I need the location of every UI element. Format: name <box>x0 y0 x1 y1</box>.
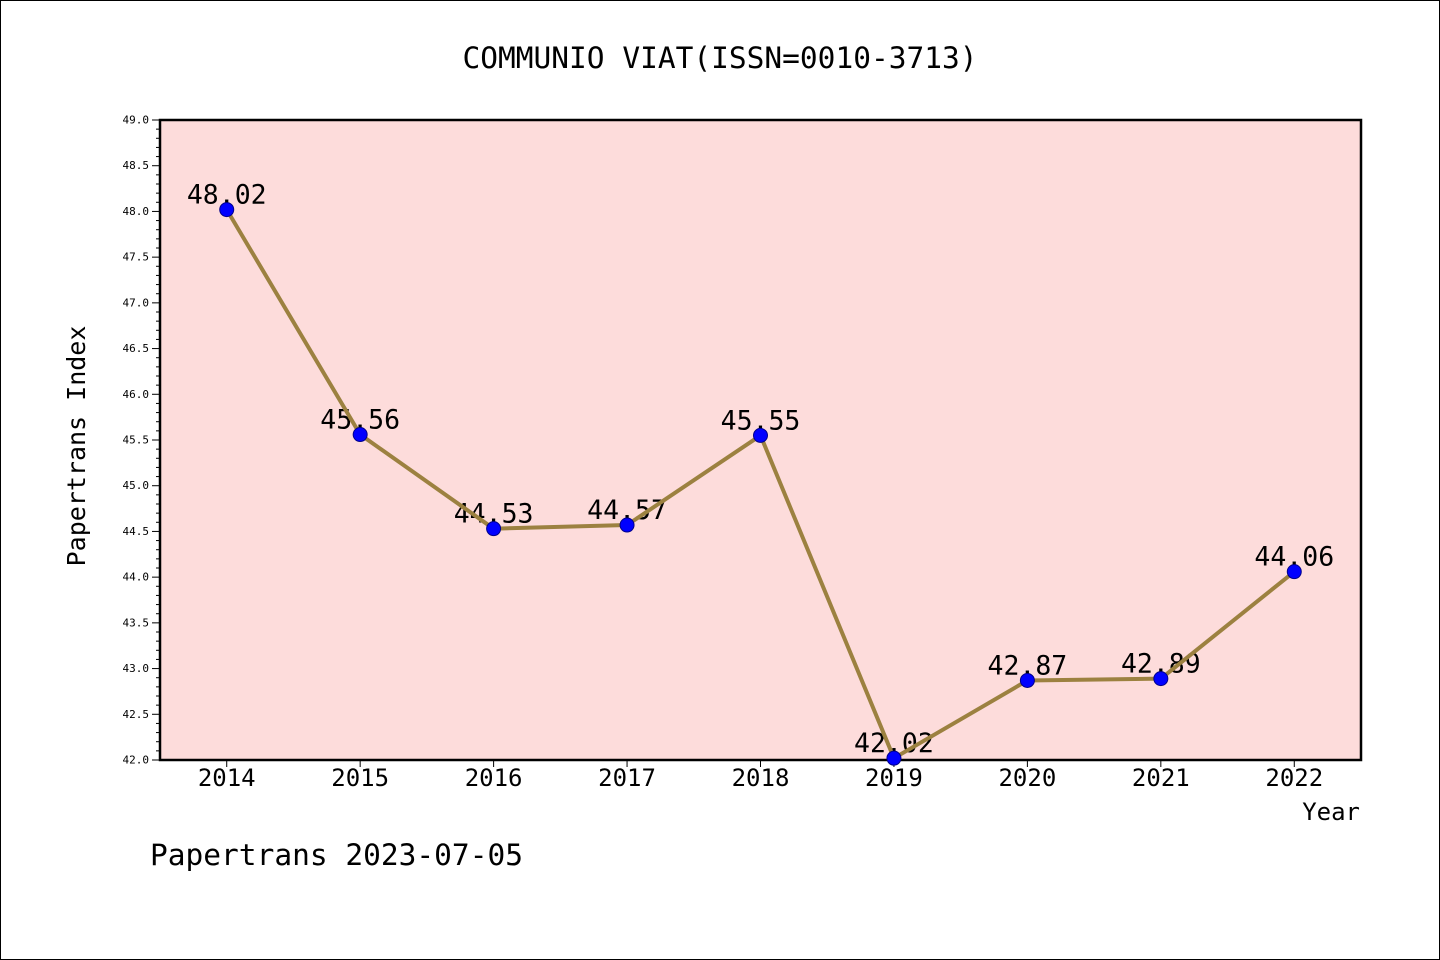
x-tick-label: 2022 <box>1265 764 1323 792</box>
x-tick-label: 2015 <box>331 764 389 792</box>
y-tick-label: 46.5 <box>123 342 150 355</box>
x-axis-label: Year <box>1302 798 1360 826</box>
data-point <box>486 521 502 537</box>
data-point <box>219 202 235 218</box>
x-tick-label: 2019 <box>865 764 923 792</box>
y-tick-label: 49.0 <box>123 114 150 127</box>
series-papertrans-index <box>219 202 1302 766</box>
footer-text: Papertrans 2023-07-05 <box>150 838 523 872</box>
x-axis: 2014 2015 2016 2017 2018 2019 2020 2021 2022 <box>198 760 1323 792</box>
x-tick-label: 2014 <box>198 764 256 792</box>
data-point <box>753 427 768 443</box>
x-tick-label: 2021 <box>1132 764 1190 792</box>
y-tick-label: 48.5 <box>123 159 150 172</box>
data-point <box>1286 564 1302 580</box>
x-tick-label: 2017 <box>598 764 656 792</box>
y-tick-label: 47.5 <box>123 251 150 264</box>
y-axis: 42.0 42.5 43.0 43.5 44.0 44.5 45.0 45.5 46.0 46.5… <box>123 114 160 767</box>
y-tick-label: 46.0 <box>123 388 150 401</box>
y-tick-label: 42.5 <box>123 708 150 721</box>
y-tick-label: 45.5 <box>123 434 150 447</box>
data-point <box>1019 672 1035 688</box>
y-tick-label: 43.0 <box>123 662 150 675</box>
y-tick-label: 44.5 <box>123 525 150 538</box>
y-tick-label: 42.0 <box>123 754 150 767</box>
x-tick-label: 2018 <box>732 764 790 792</box>
y-tick-label: 45.0 <box>123 479 150 492</box>
data-point <box>619 517 635 533</box>
y-tick-label: 48.0 <box>123 205 150 218</box>
x-tick-label: 2016 <box>465 764 523 792</box>
y-tick-label: 43.5 <box>123 616 150 629</box>
y-axis-label: Papertrans Index <box>62 326 91 567</box>
chart-title: COMMUNIO VIAT(ISSN=0010-3713) <box>462 41 977 75</box>
x-tick-label: 2020 <box>998 764 1056 792</box>
data-point <box>352 427 368 443</box>
data-point <box>886 750 902 766</box>
y-tick-label: 47.0 <box>123 296 150 309</box>
data-point <box>1153 671 1169 687</box>
y-tick-label: 44.0 <box>123 571 150 584</box>
